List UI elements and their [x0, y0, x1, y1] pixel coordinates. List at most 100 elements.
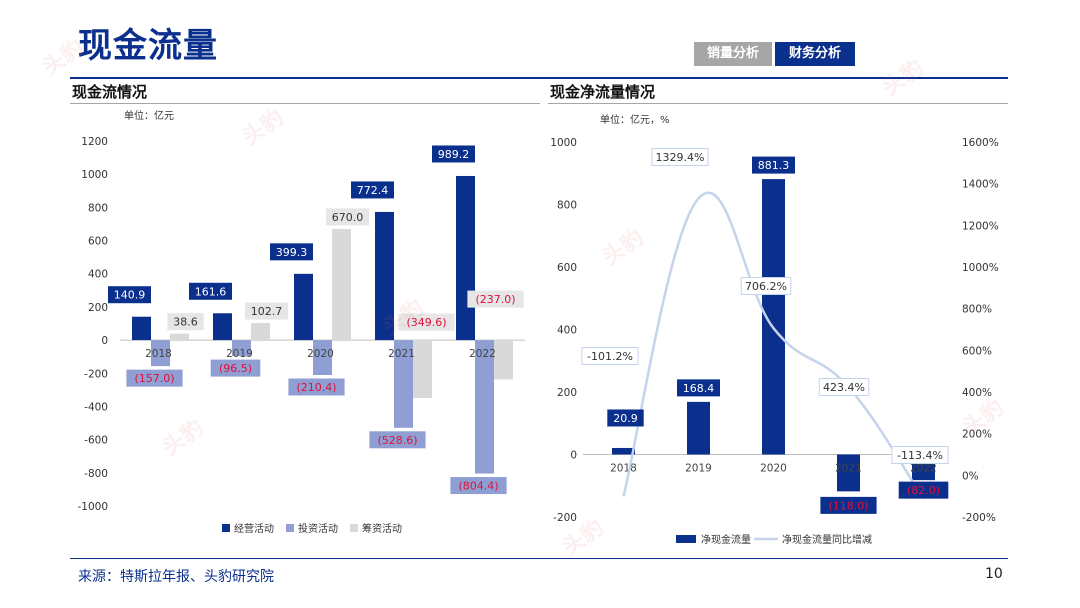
- y2-tick-label: 600%: [962, 345, 992, 357]
- data-label-investing: (96.5): [219, 362, 252, 375]
- x-tick-label: 2018: [610, 463, 637, 475]
- data-label-net-cash-flow-box: [677, 379, 720, 397]
- x-tick-label: 2020: [307, 348, 334, 360]
- data-label-financing-group: 670.0: [326, 208, 369, 226]
- data-label-investing-group: (157.0): [126, 369, 183, 387]
- y2-tick-label: 800%: [962, 304, 992, 316]
- data-label-net-cash-flow-box: [607, 409, 644, 427]
- legend-label: 投资活动: [298, 522, 338, 535]
- data-label-financing: (349.6): [406, 316, 446, 329]
- data-label-financing: 38.6: [173, 316, 198, 329]
- data-label-financing-group: 102.7: [245, 302, 288, 320]
- bar-operating: [132, 316, 151, 341]
- data-label-net-cash-flow: 881.3: [758, 159, 790, 172]
- bar-net-cash-flow: [687, 401, 710, 455]
- tab-sales-analysis[interactable]: 销量分析: [694, 42, 772, 66]
- data-label-financing-box: [326, 208, 369, 226]
- y-tick-label: -1000: [77, 501, 108, 513]
- x-tick-label: 2022: [910, 463, 937, 475]
- bar-investing: [313, 340, 332, 375]
- x-tick-label: 2019: [226, 348, 253, 360]
- data-label-investing: (804.4): [458, 480, 498, 493]
- y-tick-label: 1200: [81, 136, 108, 148]
- bar-financing: [170, 333, 189, 341]
- data-label-financing-box: [467, 290, 524, 308]
- data-label-yoy: 423.4%: [823, 381, 865, 394]
- header-divider: [70, 77, 1008, 79]
- left-chart-title-rule: [70, 103, 540, 104]
- tab-financial-analysis[interactable]: 财务分析: [775, 42, 855, 66]
- data-label-net-cash-flow-box: [820, 496, 877, 514]
- bar-net-cash-flow: [762, 179, 785, 455]
- y-tick-label: 400: [88, 269, 108, 281]
- bar-net-cash-flow: [612, 447, 635, 455]
- y-tick-label: 1000: [550, 137, 577, 149]
- bar-operating: [294, 273, 313, 341]
- x-tick-label: 2020: [760, 463, 787, 475]
- data-label-financing-group: (237.0): [467, 290, 524, 308]
- data-label-operating-box: [108, 286, 151, 304]
- data-label-investing-group: (804.4): [450, 477, 507, 495]
- data-label-yoy: -113.4%: [897, 449, 943, 462]
- data-label-investing-group: (210.4): [288, 378, 345, 396]
- left-chart-unit: 单位：亿元: [124, 111, 174, 122]
- y2-tick-label: 200%: [962, 429, 992, 441]
- y-tick-label: 600: [557, 262, 577, 274]
- data-label-financing: 670.0: [332, 211, 364, 224]
- data-label-yoy-group: -113.4%: [891, 446, 949, 464]
- data-label-net-cash-flow-group: 881.3: [752, 156, 795, 174]
- page-number: 10: [985, 566, 1003, 582]
- data-label-net-cash-flow-box: [752, 156, 795, 174]
- data-label-net-cash-flow-group: (118.0): [820, 496, 877, 514]
- y-tick-label: -400: [84, 401, 108, 413]
- y2-tick-label: 1400%: [962, 179, 999, 191]
- x-tick-label: 2019: [685, 463, 712, 475]
- y2-tick-label: -200%: [962, 512, 996, 524]
- data-label-operating: 140.9: [114, 289, 146, 302]
- data-label-investing-box: [126, 369, 183, 387]
- data-label-net-cash-flow-group: (82.0): [898, 481, 949, 499]
- data-label-operating: 989.2: [438, 148, 470, 161]
- data-label-net-cash-flow-group: 168.4: [677, 379, 720, 397]
- y-tick-label: 800: [88, 202, 108, 214]
- bar-net-cash-flow: [837, 454, 860, 492]
- bar-investing: [232, 340, 251, 357]
- data-label-investing-box: [450, 477, 507, 495]
- data-label-investing-group: (528.6): [369, 431, 426, 449]
- bar-investing: [394, 340, 413, 428]
- data-label-financing-box: [245, 302, 288, 320]
- legend-label: 筹资活动: [362, 522, 402, 535]
- data-label-investing: (210.4): [296, 381, 336, 394]
- data-label-yoy-box: [818, 378, 870, 396]
- x-tick-label: 2022: [469, 348, 496, 360]
- x-tick-label: 2018: [145, 348, 172, 360]
- data-label-net-cash-flow-group: 20.9: [607, 409, 644, 427]
- bar-investing: [151, 340, 170, 367]
- y2-tick-label: 1200%: [962, 220, 999, 232]
- bar-operating: [456, 175, 475, 341]
- data-label-operating-group: 399.3: [270, 243, 313, 261]
- y-tick-label: -200: [553, 512, 577, 524]
- net-cash-flow-chart: -200 0 200 400 600 800 1000 -200% 0% 200% 400% 600%…: [550, 137, 999, 546]
- data-label-investing: (528.6): [377, 434, 417, 447]
- y-tick-label: 1000: [81, 169, 108, 181]
- data-label-operating-group: 161.6: [189, 282, 232, 300]
- data-label-net-cash-flow: 168.4: [683, 382, 715, 395]
- data-label-operating-group: 772.4: [351, 181, 394, 199]
- bar-operating: [375, 211, 394, 341]
- data-label-operating-box: [270, 243, 313, 261]
- data-label-operating: 772.4: [357, 184, 389, 197]
- bar-financing: [413, 340, 432, 399]
- data-label-operating: 161.6: [195, 285, 227, 298]
- y2-tick-label: 1000%: [962, 262, 999, 274]
- y-tick-label: 400: [557, 325, 577, 337]
- bar-financing: [332, 228, 351, 341]
- data-label-yoy: 1329.4%: [656, 151, 705, 164]
- data-label-yoy: 706.2%: [745, 280, 787, 293]
- legend-label: 经营活动: [234, 522, 274, 535]
- y2-tick-label: 1600%: [962, 137, 999, 149]
- y-tick-label: 0: [570, 450, 577, 462]
- data-label-operating-group: 989.2: [432, 145, 475, 163]
- data-label-yoy-box: [581, 347, 639, 365]
- legend-swatch: [676, 535, 696, 543]
